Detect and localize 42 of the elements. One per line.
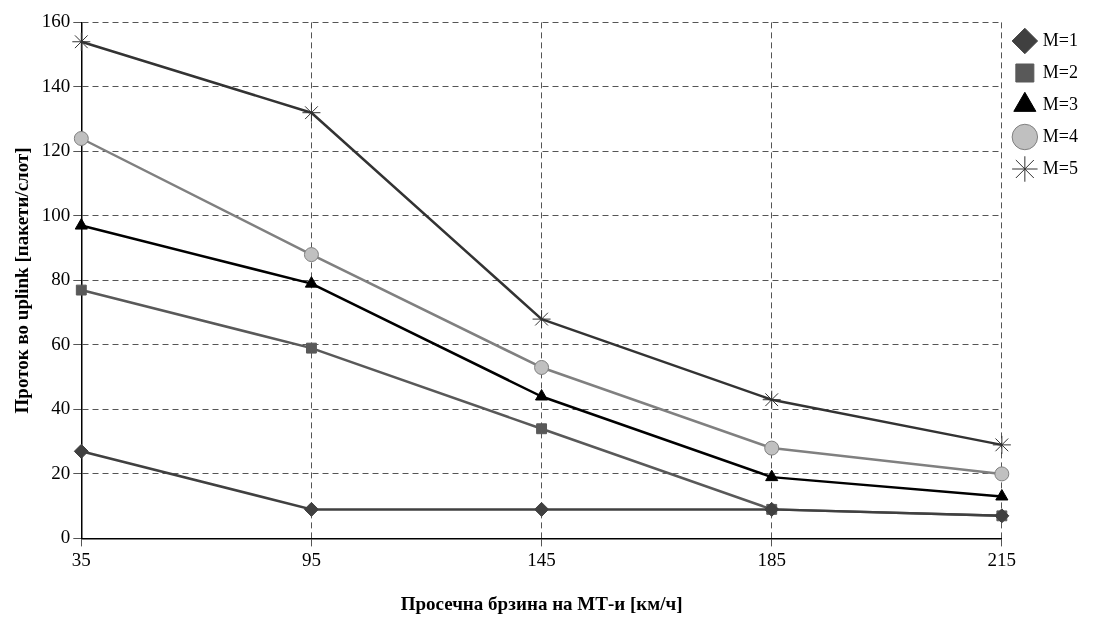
y-tick-label: 20: [51, 461, 71, 483]
x-tick-label: 35: [71, 548, 91, 570]
point: [992, 435, 1012, 455]
point: [73, 443, 89, 459]
x-tick-label: 215: [987, 548, 1017, 570]
x-tick-label: 145: [527, 548, 556, 570]
point: [301, 103, 321, 123]
point: [764, 440, 780, 456]
point: [534, 501, 550, 517]
y-tick-label: 0: [60, 526, 71, 548]
point: [762, 390, 782, 410]
point: [73, 131, 89, 146]
point: [74, 218, 88, 230]
legend-label: M=5: [1042, 157, 1078, 178]
y-tick-label: 140: [41, 74, 71, 96]
point: [304, 276, 318, 288]
y-tick-label: 120: [41, 139, 71, 161]
point: [532, 309, 552, 329]
y-tick-label: 160: [41, 10, 71, 32]
point: [994, 466, 1010, 482]
point: [75, 284, 87, 296]
point: [995, 488, 1009, 501]
y-tick-label: 60: [51, 332, 71, 354]
y-tick-label: 80: [51, 268, 71, 290]
legend-label: M=2: [1042, 61, 1078, 82]
point: [534, 359, 550, 375]
y-axis-title: Проток во uplink [пакети/слот]: [11, 147, 33, 414]
legend-label: M=1: [1042, 29, 1078, 50]
x-tick-label: 95: [301, 548, 321, 570]
y-tick-label: 40: [51, 397, 71, 419]
point: [535, 389, 549, 401]
legend-label: M=4: [1042, 125, 1078, 146]
point: [536, 423, 548, 435]
point: [71, 32, 91, 52]
x-tick-label: 185: [757, 548, 786, 570]
legend-label: M=3: [1042, 93, 1078, 114]
point: [765, 469, 779, 482]
y-tick-label: 100: [41, 203, 71, 225]
x-axis-title: Просечна брзина на МТ-и [км/ч]: [400, 592, 683, 614]
point: [303, 501, 319, 517]
point: [305, 342, 317, 354]
point: [303, 247, 319, 263]
